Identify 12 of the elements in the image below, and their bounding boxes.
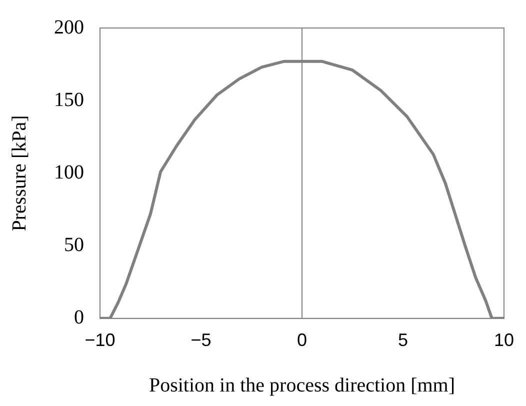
x-tick-label: −5 [190, 330, 212, 350]
y-tick-label: 100 [54, 161, 84, 184]
y-tick-label: 50 [64, 234, 84, 256]
y-axis-title: Pressure [kPa] [8, 115, 30, 232]
y-tick-label: 200 [54, 16, 84, 38]
x-tick-label: −10 [84, 330, 116, 350]
y-tick-label: 150 [54, 88, 84, 111]
x-tick-label: 10 [494, 330, 514, 350]
x-tick-label: 5 [398, 330, 408, 350]
y-tick-label: 0 [74, 306, 84, 329]
x-axis-title: Position in the process direction [mm] [148, 374, 456, 396]
x-tick-label: 0 [296, 330, 307, 350]
